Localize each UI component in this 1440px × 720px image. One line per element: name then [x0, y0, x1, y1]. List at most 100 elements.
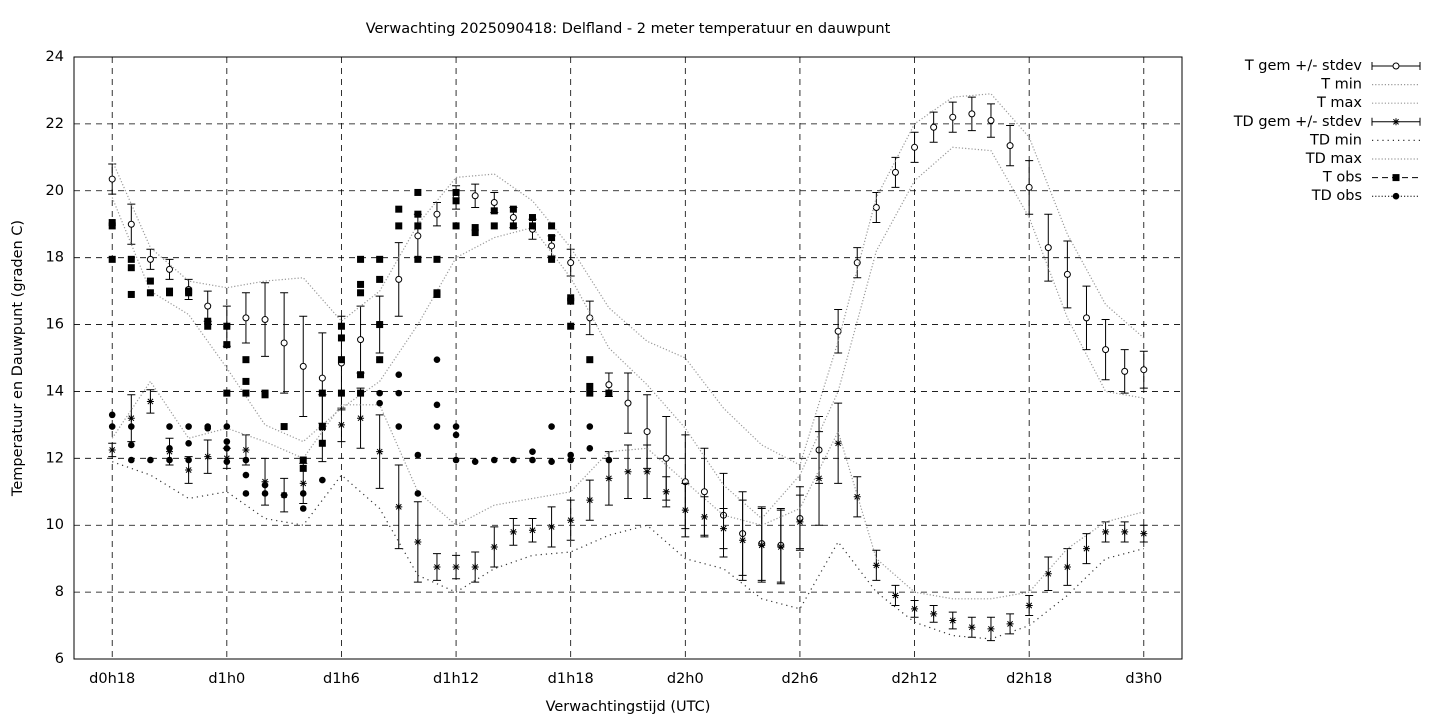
legend-label: TD gem +/- stdev — [1233, 114, 1363, 130]
point — [127, 290, 135, 298]
point — [395, 503, 403, 511]
point — [338, 389, 345, 397]
point — [433, 563, 441, 571]
point — [586, 496, 594, 504]
point — [1102, 346, 1110, 354]
point — [395, 275, 403, 283]
point — [605, 389, 613, 397]
chart-title: Verwachting 2025090418: Delfland - 2 met… — [366, 21, 891, 37]
y-tick-label: 8 — [55, 584, 64, 600]
point — [223, 423, 231, 430]
point — [242, 471, 250, 479]
point — [261, 316, 269, 324]
point — [510, 456, 517, 464]
point — [624, 399, 632, 407]
point — [548, 234, 556, 242]
point — [204, 453, 212, 461]
point — [567, 259, 575, 267]
point — [108, 411, 116, 419]
point — [452, 563, 460, 571]
point — [1063, 270, 1071, 278]
legend-marker — [1392, 174, 1400, 182]
point — [280, 491, 288, 499]
point — [204, 317, 212, 325]
point — [261, 391, 269, 399]
point — [108, 255, 116, 263]
legend-label: T min — [1320, 77, 1362, 93]
point — [127, 220, 135, 228]
point — [1025, 183, 1033, 191]
point — [166, 289, 174, 297]
point — [872, 561, 880, 569]
point — [949, 617, 957, 625]
point — [853, 259, 861, 267]
point — [299, 464, 307, 472]
point — [1082, 314, 1090, 322]
point — [1044, 244, 1052, 252]
point — [471, 224, 479, 232]
point — [185, 423, 192, 430]
point — [128, 441, 135, 449]
x-tick-label: d1h0 — [208, 671, 245, 687]
point — [318, 439, 326, 447]
point — [509, 222, 517, 230]
point — [1102, 528, 1110, 536]
point — [452, 188, 460, 196]
y-tick-label: 20 — [46, 183, 64, 199]
point — [127, 414, 135, 422]
point — [452, 222, 460, 230]
point — [911, 143, 919, 151]
point — [968, 623, 976, 631]
point — [395, 222, 403, 230]
x-tick-label: d3h0 — [1125, 671, 1162, 687]
point — [185, 466, 193, 474]
point — [586, 356, 594, 364]
point — [414, 538, 422, 546]
point — [166, 448, 174, 456]
point — [548, 255, 556, 263]
point — [433, 423, 441, 430]
point — [471, 458, 479, 465]
point — [108, 446, 116, 454]
point — [414, 490, 422, 497]
point — [1082, 545, 1090, 553]
point — [146, 397, 154, 405]
point — [528, 222, 536, 230]
point — [605, 456, 613, 464]
point — [223, 389, 231, 397]
point — [376, 275, 384, 283]
point — [433, 290, 441, 298]
point — [147, 456, 154, 464]
point — [357, 280, 365, 288]
point — [529, 456, 536, 464]
point — [1140, 530, 1148, 538]
point — [700, 488, 708, 496]
point — [605, 474, 613, 482]
point — [643, 428, 651, 436]
legend-marker — [1392, 192, 1400, 200]
point — [586, 423, 594, 430]
point — [548, 423, 555, 430]
point — [662, 454, 670, 462]
point — [758, 541, 766, 549]
point — [223, 438, 231, 445]
point — [166, 265, 174, 273]
point — [700, 513, 708, 521]
point — [299, 479, 307, 487]
point — [185, 287, 193, 295]
point — [337, 322, 345, 330]
point — [242, 314, 250, 322]
point — [1121, 528, 1129, 536]
point — [433, 356, 441, 363]
legend-marker — [1392, 62, 1400, 70]
point — [739, 536, 747, 544]
point — [433, 255, 441, 263]
point — [204, 424, 212, 432]
point — [108, 423, 116, 430]
point — [357, 371, 364, 379]
point — [319, 476, 326, 484]
point — [280, 423, 288, 431]
point — [796, 518, 804, 526]
point — [567, 456, 574, 464]
